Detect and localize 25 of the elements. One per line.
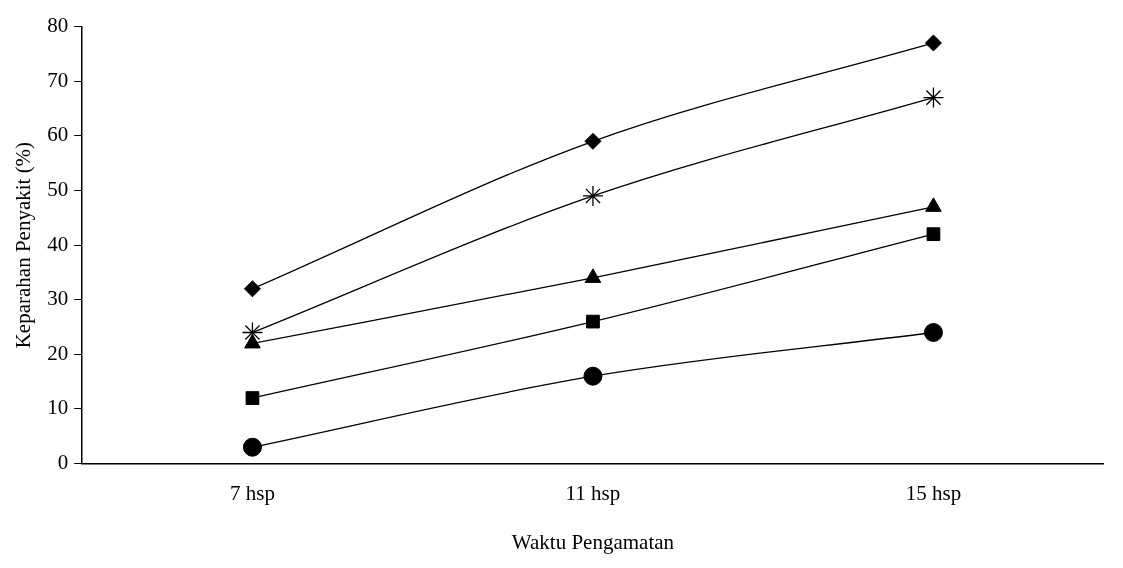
point xyxy=(924,34,942,52)
point xyxy=(243,280,261,298)
y-tick-label: 80 xyxy=(47,13,69,38)
y-axis-title: Keparahan Penyakit (%) xyxy=(11,141,36,349)
point xyxy=(586,314,600,329)
point xyxy=(242,437,262,457)
point xyxy=(926,227,941,242)
point xyxy=(922,86,945,109)
x-tick-label: 11 hsp xyxy=(565,480,621,505)
y-tick-label: 70 xyxy=(47,67,69,92)
point xyxy=(245,391,260,405)
x-tick-label: 15 hsp xyxy=(905,480,962,505)
y-tick-label: 50 xyxy=(47,176,69,201)
y-tick-label: 20 xyxy=(47,340,69,365)
point xyxy=(584,132,602,150)
x-tick-label: 7 hsp xyxy=(229,480,275,505)
point xyxy=(582,185,604,207)
point xyxy=(583,366,603,386)
y-tick-label: 30 xyxy=(47,286,69,311)
y-tick-label: 40 xyxy=(47,231,69,256)
y-tick-label: 60 xyxy=(47,122,69,147)
point xyxy=(923,323,943,342)
y-tick-label: 0 xyxy=(57,450,69,475)
x-axis-title: Waktu Pengamatan xyxy=(511,529,675,554)
y-tick-label: 10 xyxy=(47,395,69,420)
